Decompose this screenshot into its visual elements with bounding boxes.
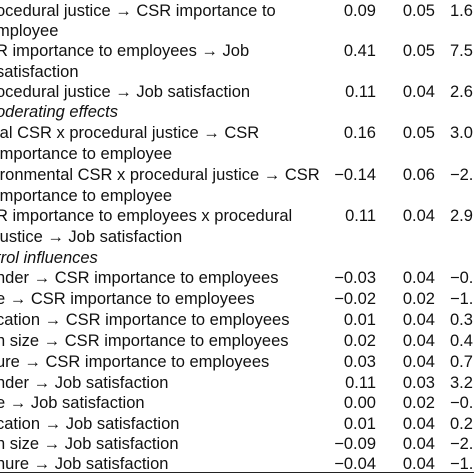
- t-value-cell: 1.6: [450, 2, 473, 20]
- estimate-cell: −0.03: [334, 269, 376, 287]
- section-heading: oderating effects: [0, 103, 118, 121]
- row-path-label: R importance to employees → Job: [0, 42, 250, 60]
- t-value-cell: 2.9: [450, 207, 473, 225]
- estimate-cell: 0.02: [343, 332, 376, 350]
- t-value-cell: −1.2: [450, 455, 474, 473]
- row-path-label: importance to employee: [0, 187, 173, 205]
- se-cell: 0.06: [402, 166, 435, 184]
- row-path-label: e → CSR importance to employees: [0, 290, 255, 308]
- row-path-label: ure → CSR importance to employees: [0, 353, 270, 371]
- estimate-cell: 0.11: [345, 374, 376, 392]
- table-bottom-rule: [0, 472, 474, 473]
- row-path-label: mployee: [0, 22, 59, 40]
- se-cell: 0.04: [402, 435, 435, 453]
- estimate-cell: 0.41: [343, 42, 376, 60]
- se-cell: 0.04: [402, 332, 435, 350]
- estimate-cell: −0.02: [334, 290, 376, 308]
- se-cell: 0.04: [402, 311, 435, 329]
- t-value-cell: −1.1: [450, 290, 474, 308]
- se-cell: 0.05: [402, 2, 435, 20]
- row-path-label: importance to employee: [0, 145, 173, 163]
- row-path-label: nure → Job satisfaction: [0, 455, 169, 473]
- t-value-cell: 3.0: [450, 124, 473, 142]
- section-heading: trol influences: [0, 249, 98, 267]
- estimate-cell: 0.11: [345, 83, 376, 101]
- row-path-label: n size → Job satisfaction: [0, 435, 179, 453]
- t-value-cell: −0.0: [450, 394, 474, 412]
- row-path-label: e → Job satisfaction: [0, 394, 145, 412]
- t-value-cell: 0.7: [450, 353, 473, 371]
- estimate-cell: −0.14: [334, 166, 376, 184]
- se-cell: 0.05: [402, 42, 435, 60]
- se-cell: 0.04: [402, 455, 435, 473]
- se-cell: 0.03: [402, 374, 435, 392]
- estimate-cell: −0.09: [334, 435, 376, 453]
- estimate-cell: 0.00: [343, 394, 376, 412]
- estimate-cell: −0.04: [334, 455, 376, 473]
- row-path-label: ironmental CSR x procedural justice → CS…: [0, 166, 320, 184]
- estimate-cell: 0.03: [343, 353, 376, 371]
- se-cell: 0.04: [402, 415, 435, 433]
- estimate-cell: 0.16: [343, 124, 376, 142]
- row-path-label: ocedural justice → CSR importance to: [0, 2, 276, 20]
- se-cell: 0.04: [402, 83, 435, 101]
- se-cell: 0.02: [402, 290, 435, 308]
- row-path-label: nder → CSR importance to employees: [0, 269, 279, 287]
- row-path-label: cation → CSR importance to employees: [0, 311, 290, 329]
- t-value-cell: −2.3: [450, 166, 474, 184]
- row-path-label: R importance to employees x procedural: [0, 207, 293, 225]
- t-value-cell: 3.2: [450, 374, 473, 392]
- t-value-cell: 0.2: [450, 415, 473, 433]
- t-value-cell: 0.3: [450, 311, 473, 329]
- row-path-label: nder → Job satisfaction: [0, 374, 169, 392]
- se-cell: 0.02: [402, 394, 435, 412]
- t-value-cell: 7.5: [450, 42, 473, 60]
- estimate-cell: 0.11: [345, 207, 376, 225]
- t-value-cell: 2.6: [450, 83, 473, 101]
- t-value-cell: −2.2: [450, 435, 474, 453]
- t-value-cell: 0.4: [450, 332, 473, 350]
- se-cell: 0.04: [402, 207, 435, 225]
- se-cell: 0.04: [402, 353, 435, 371]
- row-path-label: satisfaction: [0, 63, 79, 81]
- estimate-cell: 0.09: [343, 2, 376, 20]
- row-path-label: justice → Job satisfaction: [0, 228, 183, 246]
- row-path-label: ocedural justice → Job satisfaction: [0, 83, 251, 101]
- row-path-label: n size → CSR importance to employees: [0, 332, 289, 350]
- row-path-label: cation → Job satisfaction: [0, 415, 180, 433]
- estimate-cell: 0.01: [343, 415, 376, 433]
- row-path-label: ial CSR x procedural justice → CSR: [0, 124, 260, 142]
- t-value-cell: −0.9: [450, 269, 474, 287]
- se-cell: 0.05: [402, 124, 435, 142]
- estimate-cell: 0.01: [343, 311, 376, 329]
- se-cell: 0.04: [402, 269, 435, 287]
